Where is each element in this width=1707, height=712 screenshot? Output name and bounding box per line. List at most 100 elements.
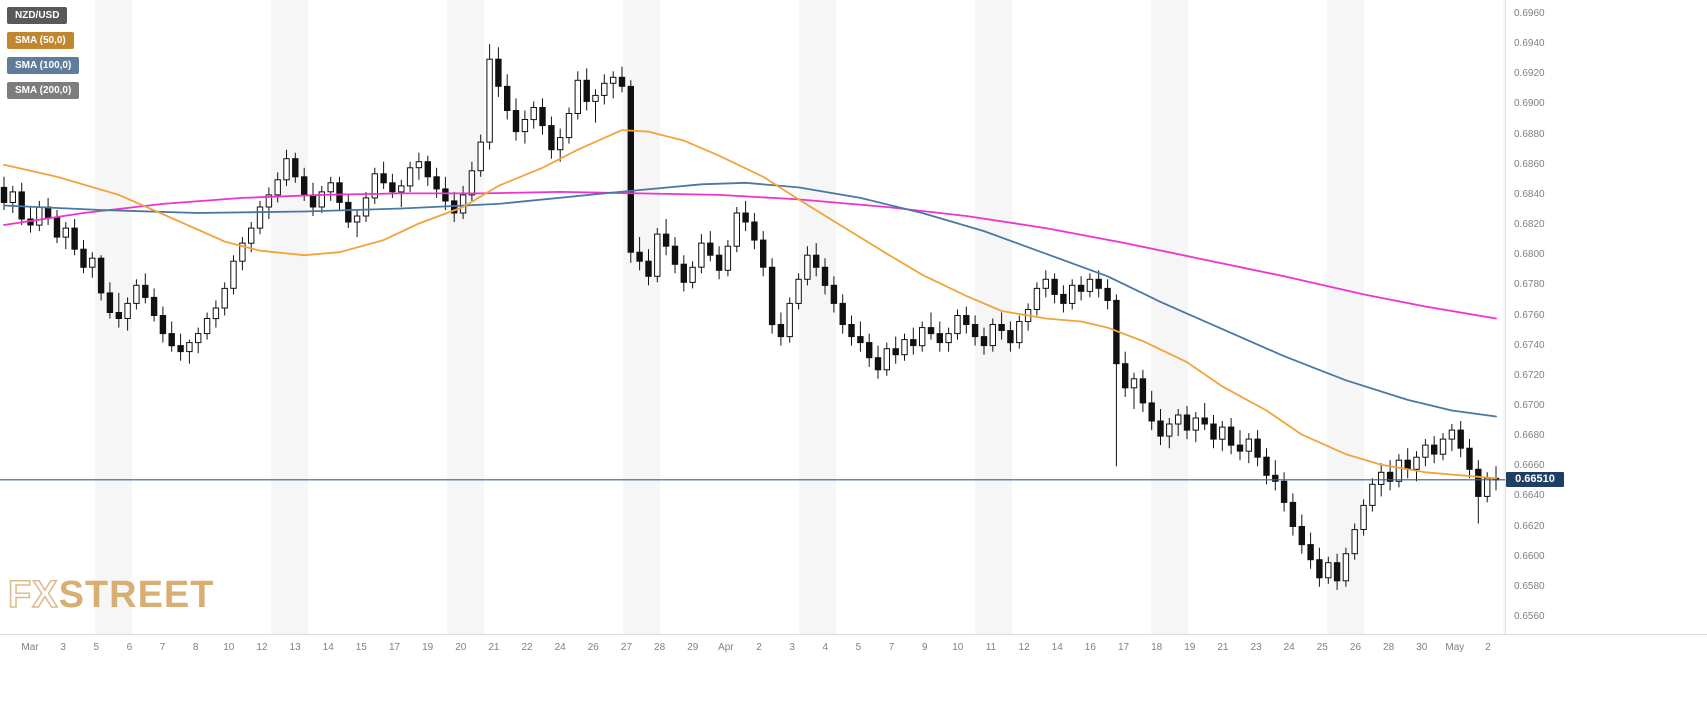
candle-body bbox=[1175, 414, 1182, 425]
candle-body bbox=[1325, 562, 1332, 579]
candle-body bbox=[1333, 562, 1341, 582]
candle-body bbox=[512, 110, 520, 133]
candle-body bbox=[848, 324, 855, 338]
y-axis-label: 0.6860 bbox=[1514, 158, 1545, 170]
x-axis-label: 15 bbox=[355, 642, 367, 653]
candle-body bbox=[954, 315, 961, 335]
candle-body bbox=[1404, 459, 1411, 470]
candle-body bbox=[1033, 287, 1041, 310]
x-axis-label: 13 bbox=[289, 642, 301, 653]
y-axis-label: 0.6600 bbox=[1514, 550, 1545, 562]
candle-body bbox=[901, 339, 908, 356]
x-axis-label: May bbox=[1445, 642, 1465, 653]
x-axis-label: 2 bbox=[756, 642, 762, 653]
candle-body bbox=[459, 194, 467, 214]
candle-body bbox=[892, 348, 899, 356]
y-axis-label: 0.6680 bbox=[1514, 430, 1545, 442]
candle-body bbox=[97, 257, 105, 294]
candle-body bbox=[309, 194, 317, 208]
candle-body bbox=[133, 284, 140, 304]
candle-body bbox=[830, 284, 838, 304]
candle-body bbox=[707, 242, 714, 256]
candle-body bbox=[1307, 544, 1314, 561]
x-axis-label: 7 bbox=[888, 642, 895, 653]
candle-body bbox=[1351, 529, 1358, 555]
x-axis-label: 24 bbox=[1283, 642, 1295, 653]
x-axis-label: 12 bbox=[1018, 642, 1030, 653]
y-axis-label: 0.6880 bbox=[1514, 128, 1545, 140]
candle-body bbox=[715, 254, 723, 271]
x-axis-label: Apr bbox=[718, 642, 734, 653]
candle-body bbox=[548, 125, 555, 151]
candle-body bbox=[468, 170, 476, 196]
candle-body bbox=[1130, 378, 1138, 389]
candle-body bbox=[1378, 471, 1385, 485]
x-axis-label: 29 bbox=[687, 642, 699, 653]
candle-body bbox=[680, 263, 687, 283]
x-axis-label: 21 bbox=[1217, 642, 1229, 653]
candle-body bbox=[998, 324, 1005, 331]
sma-50-line bbox=[3, 129, 1497, 480]
x-axis-label: 6 bbox=[126, 642, 133, 653]
candle-body bbox=[406, 167, 414, 187]
candle-body bbox=[786, 302, 793, 338]
x-axis-label: 10 bbox=[223, 642, 235, 653]
candle-body bbox=[610, 76, 617, 84]
candle-body bbox=[1245, 438, 1252, 452]
candle-body bbox=[345, 201, 352, 223]
candle-body bbox=[336, 182, 343, 203]
watermark-fx-text: FX bbox=[7, 573, 59, 617]
x-axis-label: 21 bbox=[488, 642, 500, 653]
candle-body bbox=[380, 173, 387, 184]
y-axis-label: 0.6900 bbox=[1514, 98, 1545, 110]
candle-body bbox=[1051, 278, 1058, 295]
chart-plot-area[interactable] bbox=[0, 0, 1505, 634]
symbol-badge: NZD/USD bbox=[7, 7, 68, 24]
candle-body bbox=[212, 307, 220, 320]
x-axis-label: Mar bbox=[21, 642, 39, 653]
candle-body bbox=[1484, 477, 1491, 497]
candle-body bbox=[804, 254, 811, 280]
x-axis-label: 26 bbox=[587, 642, 599, 653]
x-axis-label: 17 bbox=[388, 642, 401, 653]
candle-body bbox=[530, 107, 537, 121]
candle-body bbox=[1360, 504, 1367, 530]
sma-100-line bbox=[3, 181, 1497, 418]
candle-body bbox=[662, 233, 670, 247]
candle-body bbox=[583, 79, 590, 102]
candle-body bbox=[768, 266, 776, 326]
x-axis-label: 10 bbox=[952, 642, 964, 653]
candle-body bbox=[813, 254, 820, 268]
candle-body bbox=[1342, 553, 1350, 582]
candle-body bbox=[221, 287, 228, 309]
x-axis-label: 19 bbox=[422, 642, 434, 653]
time-axis: Mar 3 5 6 7 8 10 12 13 14 15 17 19 20 21 22 24 26 27 28 29 Ap… bbox=[0, 634, 1707, 712]
candle-body bbox=[698, 242, 705, 268]
y-axis-label: 0.6920 bbox=[1514, 68, 1545, 80]
candle-body bbox=[274, 179, 281, 196]
candle-body bbox=[627, 85, 634, 253]
candle-body bbox=[795, 278, 802, 304]
candle-body bbox=[1263, 456, 1270, 476]
candle-body bbox=[36, 206, 43, 226]
candle-body bbox=[1457, 429, 1464, 449]
candle-body bbox=[1210, 423, 1217, 440]
candlestick-chart[interactable] bbox=[0, 0, 1505, 634]
x-axis-label: 3 bbox=[60, 642, 66, 653]
candle-body bbox=[424, 161, 432, 178]
candle-body bbox=[751, 221, 758, 241]
candle-body bbox=[106, 292, 114, 313]
candle-body bbox=[1289, 501, 1297, 527]
candle-body bbox=[521, 119, 529, 133]
candle-body bbox=[945, 333, 952, 344]
candle-body bbox=[353, 215, 361, 223]
x-axis-label: 22 bbox=[521, 642, 533, 653]
x-axis-label: 5 bbox=[855, 642, 862, 653]
candle-body bbox=[1157, 420, 1164, 437]
y-axis-label: 0.6960 bbox=[1514, 8, 1545, 19]
candle-body bbox=[1316, 559, 1323, 579]
candle-body bbox=[592, 94, 599, 102]
x-axis-label: 14 bbox=[322, 642, 334, 653]
y-axis-label: 0.6720 bbox=[1514, 369, 1545, 381]
candle-body bbox=[203, 318, 211, 335]
